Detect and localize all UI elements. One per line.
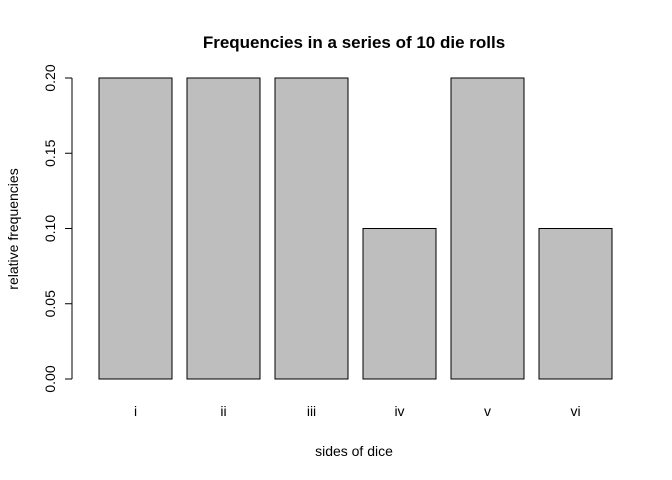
y-axis-label: relative frequencies (5, 168, 21, 289)
y-tick-label: 0.10 (42, 215, 58, 242)
y-tick-label: 0.20 (42, 64, 58, 91)
y-axis: 0.00 0.05 0.10 0.15 0.20 (42, 64, 73, 393)
x-axis-labels: i ii iii iv v vi (134, 403, 581, 419)
y-tick-label: 0.05 (42, 290, 58, 317)
bar-i (98, 77, 173, 380)
bar-ii (186, 77, 261, 380)
y-tick-label: 0.15 (42, 139, 58, 166)
y-tick-label: 0.00 (42, 365, 58, 392)
chart-title: Frequencies in a series of 10 die rolls (203, 33, 505, 52)
x-tick-label-iv: iv (394, 403, 404, 419)
x-tick-label-i: i (134, 403, 137, 419)
x-tick-label-vi: vi (570, 403, 580, 419)
bars (98, 77, 613, 380)
x-tick-label-ii: ii (220, 403, 226, 419)
bar-iv (362, 228, 437, 380)
bar-vi (538, 228, 613, 380)
x-tick-label-iii: iii (307, 403, 316, 419)
bar-iii (274, 77, 349, 380)
x-axis-label: sides of dice (315, 443, 393, 459)
x-tick-label-v: v (484, 403, 491, 419)
bar-v (450, 77, 525, 380)
